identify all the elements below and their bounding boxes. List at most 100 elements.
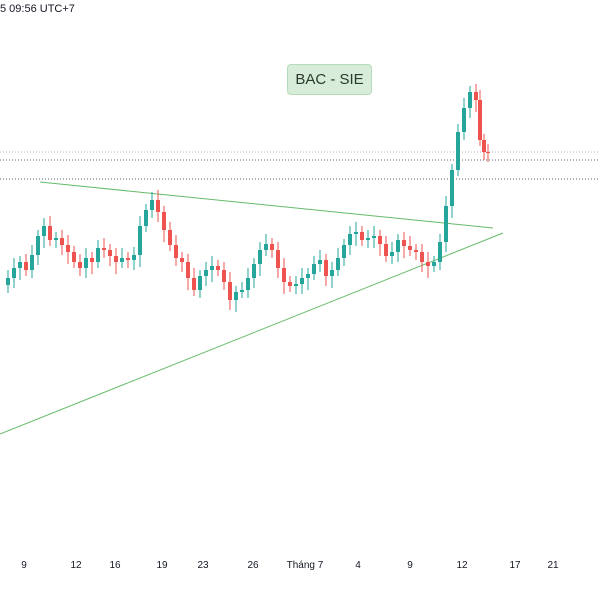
candle-body (354, 232, 358, 234)
candle-body (478, 100, 482, 140)
candle-body (30, 255, 34, 270)
candle-body (456, 132, 460, 170)
candle-body (378, 236, 382, 244)
candle-body (174, 245, 178, 258)
candle-body (486, 152, 490, 153)
candle-body (450, 170, 454, 206)
candle-body (216, 266, 220, 270)
candle-body (132, 255, 136, 260)
candle-body (342, 245, 346, 258)
x-tick-label: 23 (197, 560, 209, 571)
candle-body (240, 290, 244, 292)
x-tick-label: 4 (355, 560, 361, 571)
candle-body (108, 250, 112, 256)
candle-body (42, 226, 46, 236)
candle-body (198, 276, 202, 290)
x-tick-label: 17 (509, 560, 521, 571)
candle-body (84, 258, 88, 268)
candle-body (324, 260, 328, 276)
candle-body (126, 258, 130, 260)
candle-body (246, 278, 250, 290)
candle-body (222, 270, 226, 282)
candle-body (330, 270, 334, 276)
candle-body (360, 232, 364, 240)
pair-label: BAC - SIE (287, 64, 372, 95)
candle-body (204, 270, 208, 276)
candle-body (48, 226, 52, 240)
candle-body (180, 258, 184, 262)
candle-body (288, 282, 292, 286)
candle-body (432, 262, 436, 266)
candle-body (264, 244, 268, 250)
candle-body (114, 256, 118, 262)
candle-body (36, 236, 40, 255)
x-tick-label: Tháng 7 (287, 560, 324, 571)
candle-body (276, 250, 280, 268)
candle-body (372, 236, 376, 238)
candle-body (306, 274, 310, 278)
timestamp-label: 5 09:56 UTC+7 (0, 3, 75, 15)
candle-body (24, 262, 28, 270)
candle-body (168, 230, 172, 245)
candle-body (282, 268, 286, 282)
candle-body (414, 250, 418, 252)
ascending-trendline (0, 232, 504, 435)
x-tick-label: 16 (109, 560, 121, 571)
candle-body (54, 238, 58, 240)
candle-body (234, 292, 238, 300)
candle-body (348, 234, 352, 245)
candle-body (90, 258, 94, 262)
candle-body (144, 210, 148, 226)
candle-body (270, 244, 274, 250)
x-tick-label: 19 (156, 560, 168, 571)
candles-group (6, 84, 490, 312)
x-tick-label: 12 (456, 560, 468, 571)
candle-body (294, 284, 298, 286)
candle-body (210, 266, 214, 270)
candle-body (150, 200, 154, 210)
candle-body (318, 260, 322, 264)
candle-body (138, 226, 142, 255)
x-tick-label: 21 (547, 560, 559, 571)
candle-body (60, 238, 64, 245)
candle-body (258, 250, 262, 264)
candle-body (162, 212, 166, 230)
candle-body (300, 278, 304, 284)
candle-body (186, 262, 190, 278)
candle-body (120, 258, 124, 262)
candle-body (192, 278, 196, 290)
candle-body (252, 264, 256, 278)
x-tick-label: 26 (247, 560, 259, 571)
candle-body (402, 240, 406, 246)
x-axis-ticks: 9 12 16 19 23 26 Tháng 7 4 9 12 17 21 (21, 560, 559, 571)
candle-body (6, 278, 10, 285)
candle-body (474, 92, 478, 100)
candle-body (228, 282, 232, 300)
candle-body (66, 245, 70, 252)
candle-body (390, 252, 394, 256)
candle-body (18, 262, 22, 268)
candle-body (96, 248, 100, 262)
candle-body (426, 262, 430, 266)
x-tick-label: 12 (70, 560, 82, 571)
candle-body (420, 252, 424, 262)
candle-body (102, 248, 106, 250)
candle-body (384, 244, 388, 256)
x-tick-label: 9 (21, 560, 27, 571)
candle-body (312, 264, 316, 274)
candle-body (78, 262, 82, 268)
candle-body (72, 252, 76, 262)
candle-body (12, 268, 16, 278)
candle-body (462, 108, 466, 132)
x-tick-label: 9 (407, 560, 413, 571)
candle-body (438, 242, 442, 262)
candle-body (336, 258, 340, 270)
candle-body (156, 200, 160, 212)
candle-body (396, 240, 400, 252)
candle-body (444, 206, 448, 242)
candle-body (408, 246, 412, 250)
descending-trendline (39, 181, 494, 229)
candle-body (468, 92, 472, 108)
